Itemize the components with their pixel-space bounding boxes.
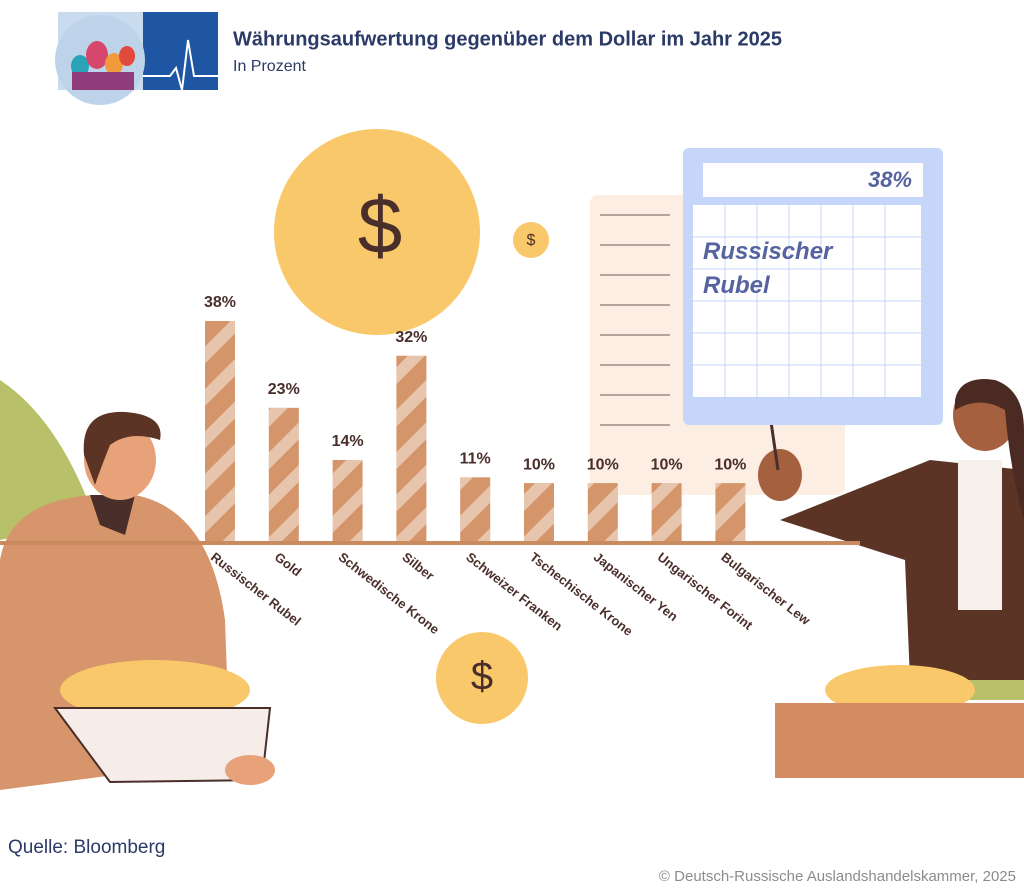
bar-pattern <box>332 459 363 541</box>
logo <box>55 12 218 105</box>
value-label: 32% <box>395 329 427 346</box>
value-label: 23% <box>268 381 300 398</box>
callout: Russischer Rubel <box>703 238 833 299</box>
chart-subtitle: In Prozent <box>233 58 306 75</box>
svg-text:$: $ <box>358 181 403 270</box>
svg-text:$: $ <box>527 232 536 249</box>
callout-value: 38% <box>868 167 912 192</box>
bar-pattern <box>460 477 491 541</box>
x-tick-label: Silber <box>399 549 437 583</box>
chart-title: Währungsaufwertung gegenüber dem Dollar … <box>233 28 782 50</box>
decoration: $ $ $ <box>0 129 1024 790</box>
bar-pattern <box>396 355 427 541</box>
value-label: 10% <box>651 456 683 473</box>
bar-pattern <box>205 321 235 541</box>
bar-pattern <box>651 483 682 541</box>
copyright: © Deutsch-Russische Auslandshandelskamme… <box>659 868 1016 885</box>
callout-label: Russischer Rubel <box>703 238 833 299</box>
x-tick-label: Gold <box>272 549 305 579</box>
bar-pattern <box>715 483 746 541</box>
value-label: 10% <box>523 456 555 473</box>
value-label: 10% <box>714 456 746 473</box>
bar-pattern <box>268 407 299 541</box>
bar-pattern <box>587 483 618 541</box>
value-label: 38% <box>204 294 236 311</box>
value-label: 10% <box>587 456 619 473</box>
x-tick-label: Tschechische Krone <box>527 549 636 639</box>
source: Quelle: Bloomberg <box>8 837 165 858</box>
svg-text:$: $ <box>471 655 493 699</box>
value-label: 11% <box>460 451 491 468</box>
value-label: 14% <box>332 433 364 450</box>
bar-pattern <box>524 483 554 541</box>
